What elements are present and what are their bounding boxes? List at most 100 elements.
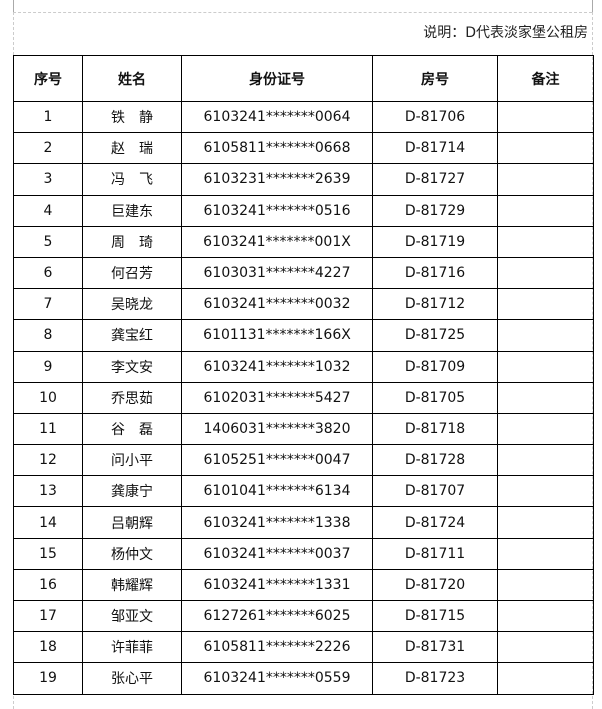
table-row: 11 谷 磊 1406031*******3820 D-81718 bbox=[13, 412, 594, 446]
id-number-cell: 6101131*******166X bbox=[181, 319, 373, 352]
room-number-cell: D-81709 bbox=[372, 350, 498, 383]
id-number-cell: 6103231*******2639 bbox=[181, 163, 373, 196]
remark-cell bbox=[497, 662, 594, 695]
remark-cell bbox=[497, 163, 594, 196]
table-row: 13 龚康宁 6101041*******6134 D-81707 bbox=[13, 475, 594, 508]
room-number-cell: D-81718 bbox=[372, 412, 498, 446]
table-row: 19 张心平 6103241*******0559 D-81723 bbox=[13, 662, 594, 695]
index-cell: 18 bbox=[13, 631, 83, 664]
remark-cell bbox=[497, 319, 594, 352]
room-number-cell: D-81707 bbox=[372, 475, 498, 508]
remark-cell bbox=[497, 412, 594, 446]
index-cell: 14 bbox=[13, 506, 83, 539]
remark-cell bbox=[497, 256, 594, 290]
remark-cell bbox=[497, 506, 594, 539]
id-number-cell: 6103241*******0559 bbox=[181, 662, 373, 695]
room-number-cell: D-81712 bbox=[372, 288, 498, 321]
remark-cell bbox=[497, 599, 594, 633]
index-cell: 12 bbox=[13, 444, 83, 477]
index-cell: 13 bbox=[13, 475, 83, 508]
id-number-cell: 6105251*******0047 bbox=[181, 444, 373, 477]
table-row: 17 邹亚文 6127261*******6025 D-81715 bbox=[13, 599, 594, 633]
name-cell: 韩耀辉 bbox=[82, 568, 182, 602]
remark-cell bbox=[497, 350, 594, 383]
room-number-cell: D-81705 bbox=[372, 381, 498, 414]
room-number-cell: D-81714 bbox=[372, 132, 498, 165]
name-cell: 张心平 bbox=[82, 662, 182, 695]
name-cell: 李文安 bbox=[82, 350, 182, 383]
index-cell: 1 bbox=[13, 100, 83, 134]
name-cell: 冯 飞 bbox=[82, 163, 182, 196]
index-cell: 10 bbox=[13, 381, 83, 414]
name-cell: 吕朝辉 bbox=[82, 506, 182, 539]
table-row: 12 问小平 6105251*******0047 D-81728 bbox=[13, 444, 594, 477]
name-cell: 吴晓龙 bbox=[82, 288, 182, 321]
name-cell: 谷 磊 bbox=[82, 412, 182, 446]
room-number-cell: D-81731 bbox=[372, 631, 498, 664]
name-cell: 问小平 bbox=[82, 444, 182, 477]
room-number-cell: D-81728 bbox=[372, 444, 498, 477]
id-number-cell: 6103241*******0064 bbox=[181, 100, 373, 134]
index-cell: 19 bbox=[13, 662, 83, 695]
room-number-cell: D-81716 bbox=[372, 256, 498, 290]
room-number-cell: D-81723 bbox=[372, 662, 498, 695]
name-cell: 邹亚文 bbox=[82, 599, 182, 633]
remark-cell bbox=[497, 288, 594, 321]
id-number-cell: 6103241*******0032 bbox=[181, 288, 373, 321]
room-number-cell: D-81715 bbox=[372, 599, 498, 633]
room-number-cell: D-81729 bbox=[372, 194, 498, 227]
header-cell: 序号 bbox=[13, 55, 83, 102]
remark-cell bbox=[497, 132, 594, 165]
id-number-cell: 6103241*******1331 bbox=[181, 568, 373, 602]
remark-cell bbox=[497, 225, 594, 258]
id-number-cell: 6105811*******2226 bbox=[181, 631, 373, 664]
room-number-cell: D-81706 bbox=[372, 100, 498, 134]
name-cell: 铁 静 bbox=[82, 100, 182, 134]
room-number-cell: D-81724 bbox=[372, 506, 498, 539]
margin-guide bbox=[13, 12, 592, 13]
id-number-cell: 6105811*******0668 bbox=[181, 132, 373, 165]
index-cell: 7 bbox=[13, 288, 83, 321]
id-number-cell: 1406031*******3820 bbox=[181, 412, 373, 446]
index-cell: 3 bbox=[13, 163, 83, 196]
remark-cell bbox=[497, 194, 594, 227]
index-cell: 9 bbox=[13, 350, 83, 383]
index-cell: 11 bbox=[13, 412, 83, 446]
index-cell: 15 bbox=[13, 537, 83, 570]
id-number-cell: 6102031*******5427 bbox=[181, 381, 373, 414]
table-row: 4 巨建东 6103241*******0516 D-81729 bbox=[13, 194, 594, 227]
index-cell: 2 bbox=[13, 132, 83, 165]
name-cell: 龚宝红 bbox=[82, 319, 182, 352]
remark-cell bbox=[497, 100, 594, 134]
page-corner-mark bbox=[13, 0, 14, 12]
header-cell: 备注 bbox=[497, 55, 594, 102]
table-row: 18 许菲菲 6105811*******2226 D-81731 bbox=[13, 631, 594, 664]
id-number-cell: 6127261*******6025 bbox=[181, 599, 373, 633]
id-number-cell: 6103241*******001X bbox=[181, 225, 373, 258]
id-number-cell: 6103241*******0516 bbox=[181, 194, 373, 227]
remark-cell bbox=[497, 568, 594, 602]
table-row: 14 吕朝辉 6103241*******1338 D-81724 bbox=[13, 506, 594, 539]
remark-cell bbox=[497, 537, 594, 570]
index-cell: 17 bbox=[13, 599, 83, 633]
id-number-cell: 6103241*******0037 bbox=[181, 537, 373, 570]
header-row: 序号 姓名 身份证号 房号 备注 bbox=[13, 55, 594, 102]
table-row: 16 韩耀辉 6103241*******1331 D-81720 bbox=[13, 568, 594, 602]
index-cell: 8 bbox=[13, 319, 83, 352]
name-cell: 巨建东 bbox=[82, 194, 182, 227]
table-row: 15 杨仲文 6103241*******0037 D-81711 bbox=[13, 537, 594, 570]
id-number-cell: 6103031*******4227 bbox=[181, 256, 373, 290]
table-row: 10 乔思茹 6102031*******5427 D-81705 bbox=[13, 381, 594, 414]
table-row: 9 李文安 6103241*******1032 D-81709 bbox=[13, 350, 594, 383]
table-row: 8 龚宝红 6101131*******166X D-81725 bbox=[13, 319, 594, 352]
note-text: 说明：D代表淡家堡公租房 bbox=[423, 25, 588, 41]
id-number-cell: 6103241*******1338 bbox=[181, 506, 373, 539]
header-cell: 身份证号 bbox=[181, 55, 373, 102]
name-cell: 赵 瑞 bbox=[82, 132, 182, 165]
table-row: 6 何召芳 6103031*******4227 D-81716 bbox=[13, 256, 594, 290]
page-corner-mark bbox=[592, 0, 593, 12]
id-number-cell: 6103241*******1032 bbox=[181, 350, 373, 383]
